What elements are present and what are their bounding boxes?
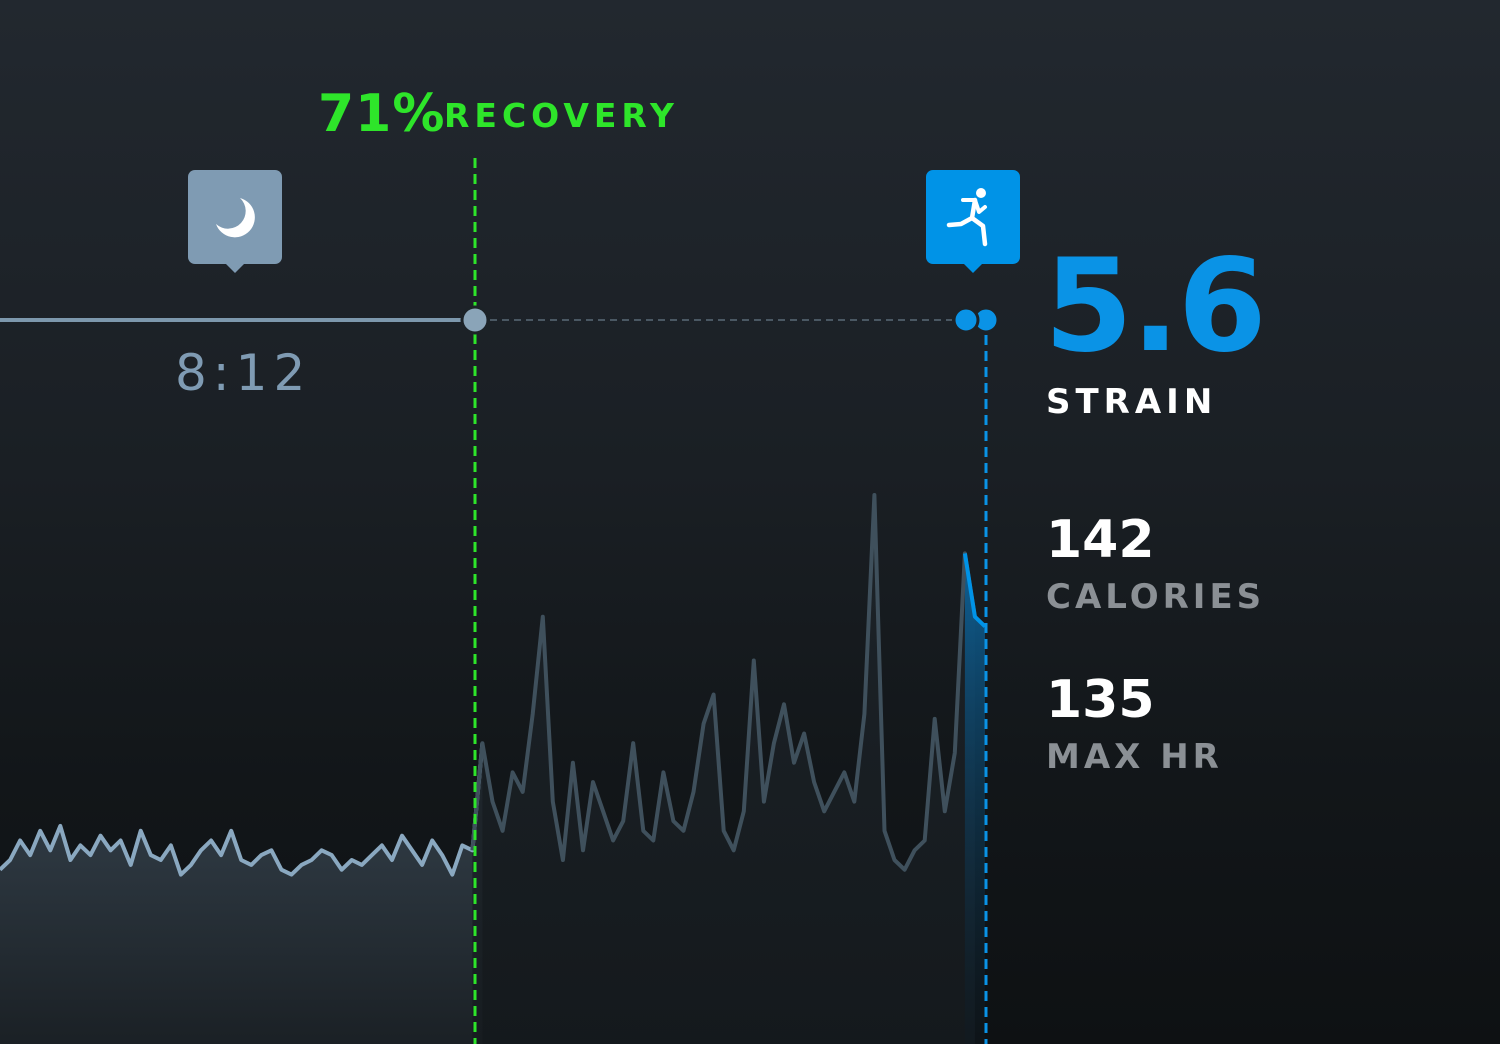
activity-marker[interactable] [926,170,1020,273]
activity-start-point[interactable] [952,306,980,334]
calories-label: CALORIES [1046,577,1266,617]
strain-value: 5.6 [1044,232,1267,381]
moon-icon [216,198,255,238]
awake-hr-area [472,495,975,1044]
awake-hr-line [470,493,977,872]
recovery-label: RECOVERY [444,96,679,135]
sleep-marker[interactable] [188,170,282,273]
max-hr-label: MAX HR [1046,737,1223,777]
sleep-hr-area [0,743,483,1044]
wake-point[interactable] [460,305,490,335]
sleep-duration: 8:12 [175,344,312,402]
running-person-icon [946,188,988,247]
calories-value: 142 [1046,510,1155,570]
recovery-percent: 71% [318,84,446,144]
activity-hr-area [964,553,985,1044]
max-hr-value: 135 [1046,670,1155,730]
sleep-hr-line [0,743,485,877]
strain-label: STRAIN [1046,382,1218,422]
activity-hr-line [962,553,987,628]
